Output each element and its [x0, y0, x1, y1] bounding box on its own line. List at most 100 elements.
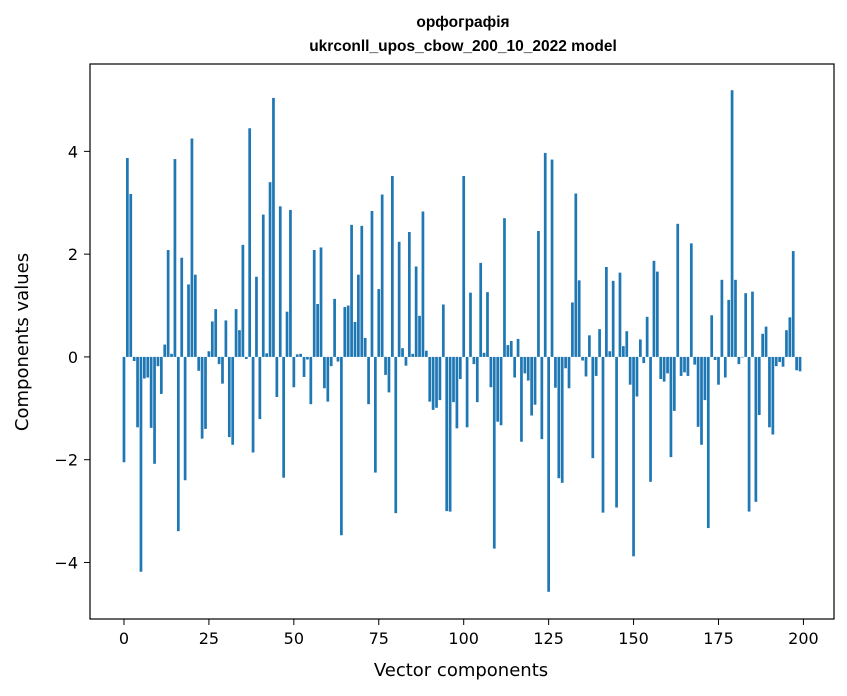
bar — [146, 356, 150, 378]
bar — [520, 356, 523, 442]
bar — [706, 356, 710, 529]
bar — [778, 356, 781, 363]
bar — [744, 293, 748, 357]
bar — [360, 225, 364, 357]
bar — [126, 158, 129, 357]
bar — [275, 356, 279, 397]
bar — [387, 356, 391, 393]
bar — [241, 244, 245, 357]
bar — [156, 356, 160, 367]
bar — [401, 348, 404, 357]
bar — [622, 346, 625, 357]
bar — [492, 356, 496, 549]
bar — [350, 224, 353, 357]
bar — [407, 232, 411, 357]
bar — [265, 353, 269, 357]
bar — [316, 303, 319, 357]
y-axis-ticks: −4 −2 0 2 4 — [54, 142, 90, 572]
bar — [319, 247, 323, 357]
bar — [306, 356, 309, 360]
bar — [122, 356, 126, 463]
bar — [394, 356, 398, 514]
bar — [153, 356, 156, 464]
bar — [187, 284, 190, 357]
bar — [261, 214, 265, 357]
bar — [618, 272, 622, 357]
bar — [537, 231, 540, 357]
bar — [435, 356, 438, 408]
bar — [462, 176, 466, 357]
bar — [672, 356, 676, 411]
bar — [312, 250, 316, 357]
bar — [204, 356, 207, 429]
bar — [404, 356, 408, 366]
bar — [292, 356, 296, 388]
x-tick-label: 0 — [119, 629, 129, 648]
bar — [346, 305, 350, 357]
bar — [605, 266, 608, 357]
bar — [683, 356, 686, 373]
bar — [557, 356, 561, 479]
bar — [251, 356, 255, 453]
bar — [526, 356, 530, 381]
bar — [414, 266, 418, 357]
x-tick-label: 200 — [788, 629, 819, 648]
bar — [357, 274, 360, 357]
bars-group — [122, 90, 802, 592]
bar — [370, 210, 374, 357]
bar — [798, 356, 802, 372]
bar — [700, 356, 703, 445]
bar — [295, 354, 299, 357]
bar — [445, 356, 449, 512]
bar — [455, 356, 459, 429]
x-axis-label: Vector components — [374, 660, 548, 681]
bar — [367, 356, 370, 405]
x-tick-label: 100 — [448, 629, 479, 648]
bar — [170, 353, 173, 357]
bar — [336, 356, 340, 362]
bar — [183, 356, 187, 481]
bar — [458, 356, 462, 380]
bar — [200, 356, 204, 439]
bar — [285, 311, 289, 357]
bar — [737, 356, 741, 365]
bar — [452, 356, 455, 403]
bar — [543, 152, 547, 357]
x-axis-ticks: 0 25 50 75 100 125 150 175 200 — [119, 619, 819, 648]
bar — [645, 316, 649, 357]
bar — [652, 260, 656, 357]
bar — [686, 356, 690, 376]
x-tick-label: 50 — [284, 629, 304, 648]
bar — [391, 176, 394, 357]
bar — [503, 218, 506, 357]
bar — [166, 250, 170, 357]
bar — [689, 243, 693, 357]
bar — [227, 356, 231, 438]
bar — [326, 356, 330, 402]
bar — [550, 159, 554, 357]
bar — [340, 356, 343, 536]
y-tick-label: 4 — [68, 142, 78, 161]
bar — [221, 356, 224, 384]
chart-title: орфографія — [416, 14, 509, 31]
bar — [669, 356, 673, 458]
bar — [163, 344, 167, 357]
bar — [302, 356, 306, 377]
bar — [231, 356, 235, 445]
bar — [703, 356, 707, 401]
bar — [374, 356, 377, 473]
bar — [662, 356, 666, 382]
y-axis-label: Components values — [12, 253, 33, 431]
bar — [180, 257, 184, 357]
bar — [472, 356, 476, 365]
bar — [567, 356, 571, 389]
bar — [421, 211, 425, 357]
bar — [764, 326, 768, 357]
bar — [268, 182, 272, 357]
bar — [598, 329, 601, 357]
bar — [628, 356, 632, 385]
bar — [214, 309, 218, 357]
bar — [441, 304, 445, 357]
bar — [591, 356, 595, 459]
bar — [343, 307, 347, 357]
